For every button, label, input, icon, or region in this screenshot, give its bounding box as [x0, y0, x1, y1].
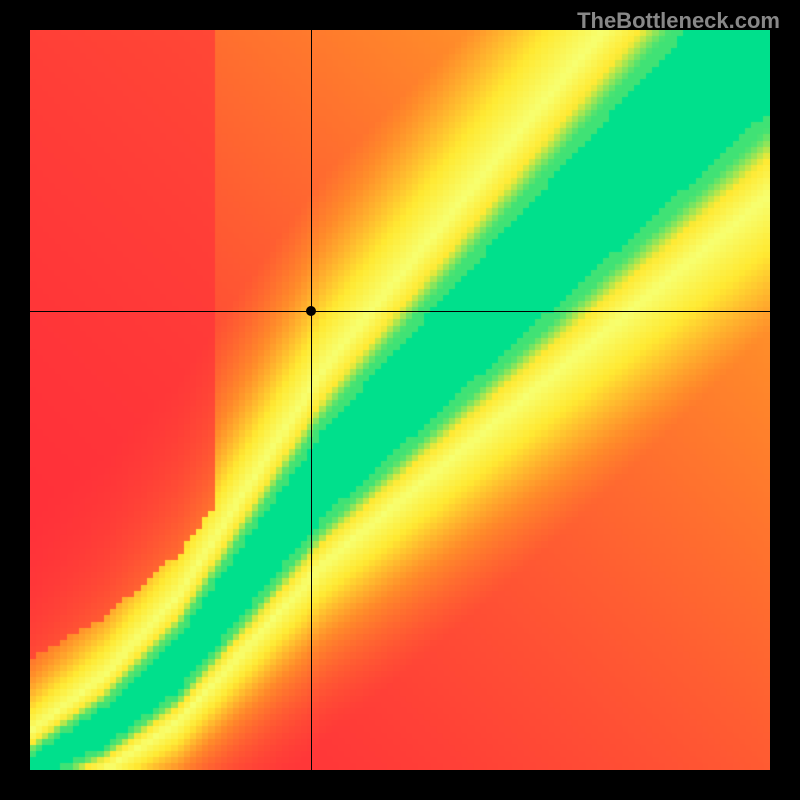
chart-container: TheBottleneck.com [0, 0, 800, 800]
crosshair-horizontal [30, 311, 770, 312]
plot-area [30, 30, 770, 770]
watermark-text: TheBottleneck.com [577, 8, 780, 34]
heatmap-canvas [30, 30, 770, 770]
crosshair-vertical [311, 30, 312, 770]
crosshair-marker [306, 306, 316, 316]
